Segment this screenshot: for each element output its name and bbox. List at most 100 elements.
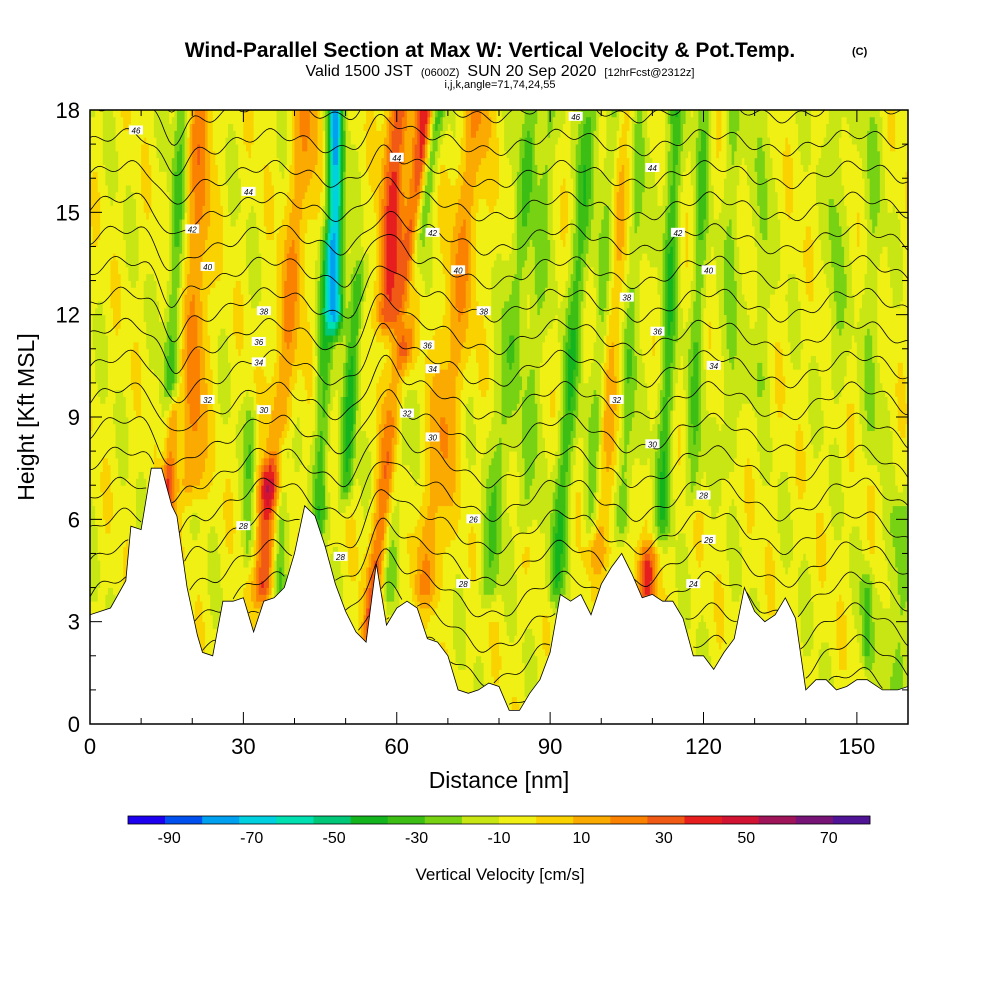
w-cell	[675, 532, 679, 541]
w-cell	[493, 635, 497, 643]
w-cell	[657, 567, 661, 575]
w-cell	[826, 567, 830, 575]
w-cell	[256, 573, 260, 582]
w-cell	[378, 567, 382, 575]
w-cell	[854, 635, 858, 643]
w-cell	[475, 683, 479, 691]
w-cell	[642, 567, 646, 575]
w-cell	[504, 594, 508, 602]
w-cell	[516, 567, 520, 575]
w-cell	[565, 567, 569, 575]
w-cell	[493, 587, 497, 595]
w-cell	[818, 526, 822, 534]
w-cell	[429, 567, 433, 575]
w-cell	[598, 573, 602, 582]
w-cell	[869, 635, 873, 643]
w-cell	[639, 587, 643, 595]
w-cell	[475, 539, 479, 548]
w-cell	[274, 567, 278, 575]
w-cell	[726, 560, 730, 568]
w-cell	[601, 519, 605, 527]
w-cell	[493, 642, 497, 650]
w-cell	[859, 608, 863, 616]
w-cell	[777, 553, 781, 561]
w-cell	[207, 567, 211, 575]
w-cell	[767, 560, 771, 568]
w-cell	[447, 546, 451, 554]
w-cell	[800, 621, 804, 629]
w-cell	[501, 587, 505, 595]
w-cell	[115, 519, 119, 527]
w-cell	[854, 553, 858, 561]
w-cell	[550, 573, 554, 582]
w-cell	[831, 614, 835, 623]
w-cell	[721, 587, 725, 595]
w-cell	[215, 594, 219, 602]
w-cell	[792, 594, 796, 602]
w-cell	[447, 567, 451, 575]
w-cell	[890, 573, 894, 582]
w-cell	[105, 553, 109, 561]
w-cell	[547, 601, 551, 609]
w-cell	[767, 587, 771, 595]
w-cell	[514, 669, 518, 677]
w-cell	[677, 580, 681, 588]
w-cell	[757, 560, 761, 568]
w-cell	[851, 621, 855, 629]
w-cell	[877, 594, 881, 602]
w-cell	[202, 546, 206, 554]
w-cell	[450, 553, 454, 561]
w-cell	[519, 628, 523, 636]
w-cell	[800, 553, 804, 561]
w-cell	[808, 560, 812, 568]
w-cell	[113, 539, 116, 548]
w-cell	[810, 642, 814, 650]
w-cell	[826, 635, 830, 643]
w-cell	[826, 539, 830, 548]
w-cell	[478, 608, 482, 616]
w-cell	[846, 635, 850, 643]
w-cell	[580, 573, 584, 582]
w-cell	[836, 560, 840, 568]
w-cell	[463, 567, 467, 575]
w-cell	[529, 587, 533, 595]
w-cell	[815, 669, 819, 677]
w-cell	[861, 573, 865, 582]
w-cell	[381, 519, 385, 527]
w-cell	[895, 635, 899, 643]
w-cell	[534, 601, 538, 609]
w-cell	[228, 587, 231, 595]
w-cell	[248, 580, 252, 588]
w-cell	[455, 608, 459, 616]
w-cell	[437, 567, 441, 575]
w-cell	[583, 532, 587, 541]
w-cell	[637, 573, 640, 582]
w-cell	[506, 601, 510, 609]
w-cell	[887, 614, 891, 623]
w-cell	[803, 669, 807, 677]
w-cell	[506, 567, 510, 575]
w-cell	[432, 601, 436, 609]
w-cell	[468, 655, 472, 663]
w-cell	[815, 621, 819, 629]
w-cell	[884, 642, 888, 650]
w-cell	[274, 546, 278, 554]
w-cell	[291, 519, 295, 527]
w-cell	[516, 519, 520, 527]
w-cell	[545, 567, 548, 575]
w-cell	[289, 526, 293, 534]
w-cell	[92, 526, 96, 534]
w-cell	[355, 553, 359, 561]
w-cell	[424, 573, 428, 582]
w-cell	[818, 628, 822, 636]
w-cell	[499, 642, 502, 650]
w-cell	[672, 553, 676, 561]
w-cell	[782, 553, 786, 561]
w-cell	[900, 580, 904, 588]
w-cell	[723, 539, 727, 548]
w-cell	[708, 635, 712, 643]
w-cell	[263, 526, 267, 534]
w-cell	[583, 539, 587, 548]
w-cell	[902, 553, 906, 561]
w-cell	[902, 655, 906, 663]
